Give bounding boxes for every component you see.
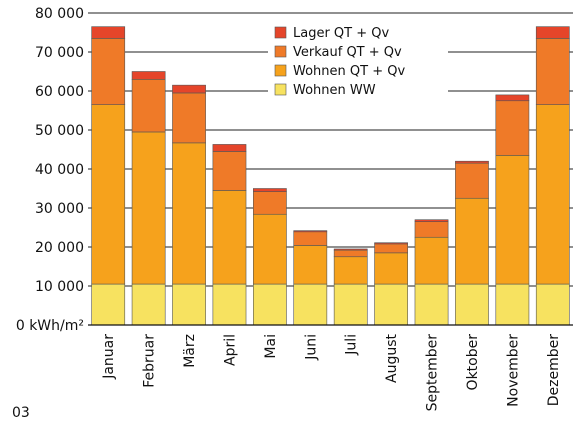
x-tick-label: November — [505, 334, 521, 407]
x-tick-label: September — [425, 334, 441, 412]
y-tick-label: 30 000 — [35, 201, 84, 217]
bar-segment — [212, 151, 247, 191]
y-tick-label: 40 000 — [35, 162, 84, 178]
legend-label: Wohnen QT + Qv — [293, 64, 405, 79]
bar-segment — [535, 104, 570, 285]
x-tick-label: Mai — [263, 334, 279, 359]
bar-segment — [212, 190, 247, 285]
bar-segment — [495, 100, 530, 156]
bar-segment — [293, 231, 328, 246]
y-tick-label: 10 000 — [35, 279, 84, 295]
legend-label: Lager QT + Qv — [293, 26, 389, 41]
x-tick-label: Januar — [101, 334, 117, 380]
bar-segment — [131, 283, 166, 326]
y-tick-label: 0 kWh/m² — [16, 318, 84, 334]
bar-segment — [374, 243, 408, 254]
x-tick-label: April — [222, 334, 238, 366]
bar-segment — [253, 283, 287, 326]
bar-segment — [212, 283, 247, 326]
bar-segment — [131, 131, 166, 285]
bar-segment — [535, 283, 570, 326]
bar-segment — [91, 283, 126, 326]
bar-segment — [535, 38, 570, 105]
bar-segment — [535, 26, 570, 39]
legend-swatch — [274, 83, 287, 96]
bar-segment — [333, 283, 368, 326]
bar-segment — [414, 219, 449, 222]
bar-segment — [91, 26, 126, 39]
x-tick-label: Dezember — [546, 334, 562, 406]
x-tick-label: Oktober — [465, 334, 481, 391]
legend-swatch — [274, 64, 287, 77]
x-axis: Januar Februar März April Mai Juni Juli August S… — [88, 324, 573, 412]
x-tick-label: Februar — [142, 334, 158, 388]
y-tick-label: 20 000 — [35, 240, 84, 256]
bar-segment — [495, 283, 530, 326]
x-tick-label: Juli — [344, 334, 360, 356]
bar-segment — [212, 144, 247, 152]
bar-segment — [172, 92, 206, 144]
x-tick-label: Juni — [303, 334, 319, 361]
x-tick-label: August — [384, 333, 400, 383]
bar-segment — [253, 213, 287, 285]
bar-segment — [172, 84, 206, 94]
bar-segment — [333, 249, 368, 258]
bar-segment — [172, 283, 206, 326]
legend-label: Wohnen WW — [293, 83, 376, 98]
bar-segment — [374, 283, 408, 326]
bar-segment — [455, 162, 489, 199]
bar-segment — [333, 248, 368, 251]
gridlines — [88, 12, 573, 326]
bar-segment — [495, 94, 530, 102]
bar-segment — [91, 38, 126, 105]
legend-swatch — [274, 45, 287, 58]
y-tick-label: 70 000 — [35, 45, 84, 61]
bar-segment — [131, 71, 166, 80]
bar-segment — [374, 242, 408, 245]
legend-box — [268, 22, 448, 102]
bar-segment — [293, 230, 328, 233]
bar-segment — [455, 283, 489, 326]
bar-segment — [131, 79, 166, 133]
bar-segment — [293, 245, 328, 285]
bar-segment — [333, 256, 368, 285]
bar-segment — [253, 188, 287, 192]
figure-number: 03 — [12, 405, 30, 421]
y-tick-label: 80 000 — [35, 6, 84, 22]
bar-segment — [374, 252, 408, 285]
bar-segment — [253, 191, 287, 215]
bar-segment — [172, 142, 206, 285]
bar-segment — [495, 155, 530, 285]
legend-label: Verkauf QT + Qv — [293, 45, 402, 60]
bar-segment — [414, 221, 449, 238]
bar-segment — [455, 160, 489, 164]
bar-segment — [455, 197, 489, 285]
y-tick-label: 50 000 — [35, 123, 84, 139]
bar-segment — [91, 104, 126, 285]
bar-segment — [414, 236, 449, 285]
y-tick-label: 60 000 — [35, 84, 84, 100]
bar-segment — [414, 283, 449, 326]
legend: Lager QT + Qv Verkauf QT + Qv Wohnen QT + … — [268, 22, 448, 102]
y-axis: 0 kWh/m² 10 000 20 000 30 000 40 000 50 000 60… — [16, 6, 84, 334]
x-tick-label: März — [182, 334, 198, 368]
legend-swatch — [274, 26, 287, 39]
bars — [91, 26, 570, 326]
bar-segment — [293, 283, 328, 326]
